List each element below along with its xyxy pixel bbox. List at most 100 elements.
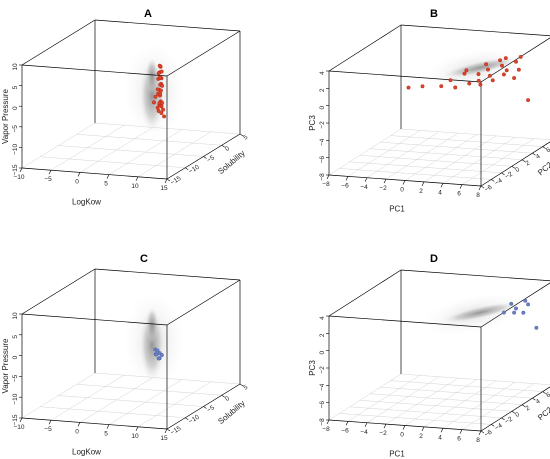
data-point [490, 78, 495, 83]
y-tick-label: −6 [483, 429, 493, 439]
x-tick-label: 4 [438, 434, 442, 441]
box-edge [480, 141, 550, 187]
y-tick-mark [501, 417, 505, 421]
y-tick-label: 2 [524, 404, 531, 412]
grid-line [442, 382, 516, 429]
z-tick-label: −15 [12, 414, 19, 425]
x-tick-mark [440, 183, 444, 188]
z-tick-label: 0 [12, 355, 19, 359]
x-tick-mark [19, 417, 23, 423]
y-tick-mark [239, 383, 244, 387]
y-tick-mark [480, 185, 485, 189]
data-point [521, 310, 526, 315]
density-cloud [443, 302, 519, 323]
grid-line [404, 379, 478, 426]
data-point [498, 58, 503, 63]
grid-line [400, 373, 550, 385]
x-tick-label: −2 [379, 430, 387, 437]
z-tick-label: 0 [319, 350, 326, 354]
grid-line [423, 380, 497, 428]
grid-line [347, 375, 421, 422]
y-tick-mark [203, 156, 207, 159]
data-point [484, 62, 489, 67]
data-point [154, 352, 159, 357]
x-tick-mark [135, 176, 139, 181]
x-tick-mark [421, 181, 425, 187]
data-point [420, 84, 425, 89]
y-tick-mark [185, 167, 189, 170]
z-tick-label: 10 [12, 63, 19, 71]
x-tick-label: 15 [160, 435, 168, 442]
x-tick-mark [364, 177, 368, 182]
grid-line [76, 384, 222, 396]
z-tick-label: −4 [319, 383, 326, 391]
box-edge [480, 282, 550, 328]
data-point [159, 111, 164, 115]
box-edge [480, 386, 550, 432]
grid-line [380, 386, 533, 399]
y-tick-mark [221, 395, 225, 398]
x-tick-label: 5 [104, 431, 108, 438]
z-tick-label: −8 [319, 418, 326, 426]
grid-line [359, 400, 512, 412]
x-tick-mark [106, 424, 110, 429]
z-tick-label: −6 [319, 156, 326, 164]
x-tick-label: −4 [360, 184, 368, 191]
y-tick-mark [166, 178, 171, 182]
y-tick-label: 6 [545, 391, 550, 399]
box-edge [400, 269, 550, 282]
x-tick-label: −4 [360, 429, 368, 436]
grid-line [339, 413, 492, 425]
data-point [504, 68, 509, 73]
box-edge [400, 24, 550, 37]
y-tick-label: −5 [206, 404, 216, 414]
x-tick-mark [326, 174, 330, 180]
y-tick-label: −15 [169, 425, 182, 437]
z-tick-label: −2 [319, 366, 326, 374]
x-tick-mark [459, 429, 463, 434]
x-tick-label: −2 [379, 185, 387, 192]
grid-line [442, 137, 516, 184]
data-point [514, 306, 518, 311]
x-tick-label: −6 [341, 182, 349, 189]
grid-line [370, 393, 523, 405]
y-tick-mark [501, 172, 505, 176]
y-tick-mark [185, 417, 189, 420]
data-point [526, 98, 531, 103]
grid-line [461, 138, 535, 185]
x-tick-mark [77, 422, 81, 427]
y-axis-label: Solubility [216, 399, 246, 426]
y-tick-label: 4 [535, 153, 542, 161]
data-point [157, 63, 162, 68]
y-tick-label: 0 [514, 411, 521, 419]
data-point [158, 91, 163, 96]
grid-line [370, 148, 523, 160]
panel-label: D [430, 253, 438, 265]
data-point [476, 72, 481, 77]
x-tick-label: 6 [457, 436, 461, 443]
x-tick-label: 0 [400, 187, 404, 194]
data-point [512, 310, 517, 315]
data-point [478, 82, 483, 87]
grid-line [390, 380, 543, 392]
z-tick-label: 4 [319, 71, 326, 75]
y-tick-mark [480, 430, 485, 434]
data-point [453, 85, 458, 90]
data-point [448, 78, 453, 83]
x-tick-label: 5 [104, 181, 108, 188]
grid-line [40, 406, 186, 418]
data-point [157, 75, 162, 80]
y-tick-label: −4 [494, 177, 504, 187]
density-cloud [140, 308, 165, 381]
z-tick-label: −4 [319, 138, 326, 146]
panel-c: C −10 −5 0 5 10 15−15−10−505−15−10−50510LogKo… [1, 253, 249, 457]
panel-d: D −8−6−4−202468−6−4−202468−8−6−4−2024PC1… [308, 253, 550, 459]
data-point [155, 348, 160, 353]
y-tick-mark [542, 146, 546, 149]
density-cloud [443, 57, 519, 78]
x-tick-mark [478, 430, 482, 436]
grid-line [400, 128, 550, 140]
y-tick-mark [491, 424, 495, 427]
x-tick-mark [19, 167, 23, 173]
